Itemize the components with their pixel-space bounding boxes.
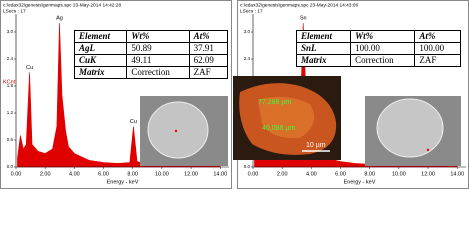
y-tick-label: 0.0	[244, 164, 251, 169]
y-tick-label: 0.6	[7, 137, 14, 142]
table-row: AgL 50.89 37.91	[73, 42, 229, 55]
image-label: 10 µm	[306, 142, 326, 149]
table-cell: Matrix	[295, 54, 352, 67]
table-cell: 50.89	[126, 42, 190, 55]
figure: c:\edax32\genesis\genmaps.spc 23-May-201…	[0, 0, 469, 189]
table-cell: Matrix	[73, 66, 128, 79]
table-row: Matrix Correction ZAF	[73, 66, 229, 79]
x-tick-label: 0.00	[11, 171, 22, 177]
page: {"chart_data": [ {"type": "area", "heade…	[0, 0, 469, 189]
probe-point	[174, 129, 178, 133]
y-tick-label: 3.0	[7, 29, 14, 34]
header-cell: At%	[188, 30, 229, 43]
table-row: Element Wt% At%	[295, 30, 461, 43]
x-tick-label: 0.00	[248, 171, 259, 177]
x-tick-label: 10.00	[392, 171, 406, 177]
table-cell: AgL	[73, 42, 128, 55]
x-tick-label: 2.00	[277, 171, 288, 177]
x-axis-label: Energy - keV	[344, 179, 376, 185]
x-tick-label: 2.00	[40, 171, 51, 177]
peak-label: Cu	[26, 65, 33, 71]
y-tick-label: 3.0	[244, 29, 251, 34]
header-cell: Element	[73, 30, 128, 43]
header-cell: Wt%	[126, 30, 190, 43]
image-label: 77,288 µm	[258, 99, 291, 106]
y-axis-label: KCnt	[3, 79, 16, 85]
x-tick-label: 6.00	[98, 171, 109, 177]
x-tick-label: 14.00	[213, 171, 227, 177]
table-row: Matrix Correction ZAF	[295, 54, 461, 67]
x-tick-label: 10.00	[155, 171, 169, 177]
table-cell: 37.91	[188, 42, 229, 55]
x-tick-label: 12.00	[184, 171, 198, 177]
subheader: LSecs : 17	[3, 8, 26, 14]
table-cell: CuK	[73, 54, 128, 67]
table-cell: SnL	[295, 42, 352, 55]
x-tick-label: 8.00	[127, 171, 138, 177]
y-tick-label: 0.0	[7, 164, 14, 169]
table-row: SnL 100.00 100.00	[295, 42, 461, 55]
table-cell: 100.00	[414, 42, 461, 55]
peak-label: Cu	[130, 119, 137, 125]
y-tick-label: 1.8	[7, 83, 14, 88]
table-cell: 100.00	[350, 42, 416, 55]
peak-label: Ag	[56, 15, 63, 21]
particle-map	[258, 96, 315, 139]
result-table: Element Wt% At% SnL 100.00 100.00 Matrix Correc…	[295, 30, 461, 67]
image-label: 40,088 µm	[262, 125, 295, 132]
header: c:\edax32\genesis\genmaps.spc 23-May-201…	[240, 2, 358, 8]
table-cell: Correction	[350, 54, 416, 67]
table-row: CuK 49.11 62.09	[73, 54, 229, 67]
x-tick-label: 14.00	[450, 171, 464, 177]
subheader: LSecs : 17	[240, 8, 263, 14]
table-cell: ZAF	[414, 54, 461, 67]
header-cell: Wt%	[350, 30, 416, 43]
x-tick-label: 4.00	[306, 171, 317, 177]
sem-particle	[376, 98, 444, 158]
table-cell: 62.09	[188, 54, 229, 67]
x-tick-label: 12.00	[421, 171, 435, 177]
header: c:\edax32\genesis\genmaps.spc 23-May-201…	[3, 2, 121, 8]
table-cell: 49.11	[126, 54, 190, 67]
y-tick-label: 1.2	[7, 110, 14, 115]
sem-particle	[147, 101, 209, 159]
table-cell: ZAF	[188, 66, 229, 79]
x-axis-label: Energy - keV	[107, 179, 139, 185]
table-row: Element Wt% At%	[73, 30, 229, 43]
y-tick-label: 2.4	[7, 56, 14, 61]
x-tick-label: 8.00	[364, 171, 375, 177]
y-tick-label: 2.4	[244, 56, 251, 61]
x-tick-label: 4.00	[69, 171, 80, 177]
x-tick-label: 6.00	[335, 171, 346, 177]
peak-label: Sn	[300, 15, 307, 21]
header-cell: Element	[295, 30, 352, 43]
result-table: Element Wt% At% AgL 50.89 37.91 CuK 49.11 62.09 M…	[73, 30, 229, 79]
table-cell: Correction	[126, 66, 190, 79]
header-cell: At%	[414, 30, 461, 43]
probe-point	[426, 148, 430, 152]
